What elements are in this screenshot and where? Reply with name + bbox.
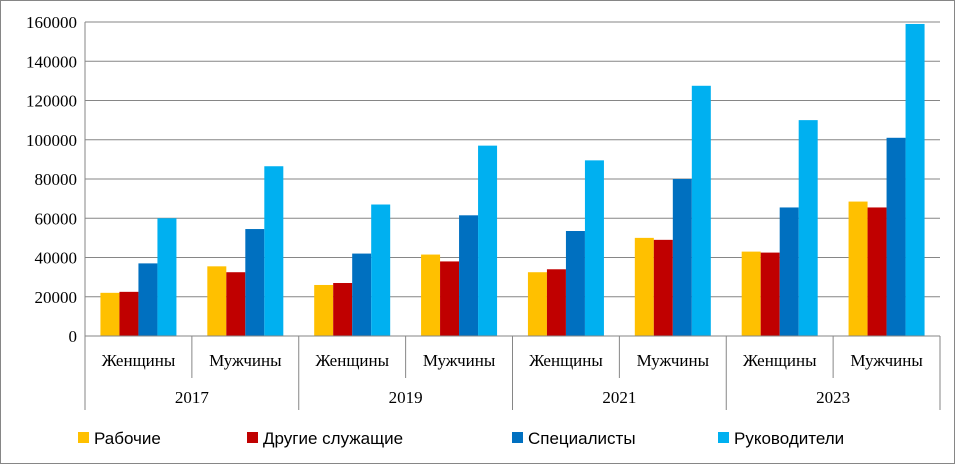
y-tick-label: 80000 xyxy=(35,170,78,189)
y-tick-label: 100000 xyxy=(26,131,77,150)
x-group-label: 2019 xyxy=(389,388,423,407)
y-tick-label: 40000 xyxy=(35,249,78,268)
y-tick-label: 160000 xyxy=(26,13,77,32)
bar xyxy=(779,207,799,336)
bar xyxy=(264,166,284,336)
bar xyxy=(245,229,265,336)
bar xyxy=(584,160,604,336)
bar xyxy=(741,251,761,336)
bar xyxy=(157,218,177,336)
bar xyxy=(421,254,441,336)
x-category-label: Женщины xyxy=(743,351,817,370)
bar xyxy=(634,237,654,336)
legend-label: Специалисты xyxy=(528,429,636,448)
x-category-label: Мужчины xyxy=(850,351,923,370)
bar xyxy=(760,252,780,336)
x-category-label: Мужчины xyxy=(423,351,496,370)
bar xyxy=(867,207,887,336)
legend-swatch xyxy=(718,432,729,443)
y-tick-label: 0 xyxy=(69,327,78,346)
y-tick-label: 140000 xyxy=(26,52,77,71)
x-category-label: Мужчины xyxy=(209,351,282,370)
bar xyxy=(226,272,246,336)
bar xyxy=(207,266,227,336)
y-tick-label: 60000 xyxy=(35,209,78,228)
x-category-label: Женщины xyxy=(102,351,176,370)
x-group-label: 2017 xyxy=(175,388,210,407)
bar xyxy=(905,23,925,337)
bar xyxy=(653,239,673,336)
bar xyxy=(672,179,692,336)
bar xyxy=(886,137,906,336)
legend-label: Руководители xyxy=(734,429,844,448)
bar xyxy=(527,272,547,336)
bar xyxy=(565,231,585,336)
legend-swatch xyxy=(247,432,258,443)
x-category-label: Мужчины xyxy=(637,351,710,370)
bar xyxy=(333,283,353,336)
legend: Рабочие Другие служащие Специалисты Руковод… xyxy=(78,429,844,448)
y-tick-label: 20000 xyxy=(35,288,78,307)
x-category-label: Женщины xyxy=(529,351,603,370)
y-tick-label: 120000 xyxy=(26,92,77,111)
legend-label: Рабочие xyxy=(94,429,161,448)
bar xyxy=(478,145,498,336)
bar xyxy=(119,291,139,336)
bar xyxy=(314,284,334,336)
bar xyxy=(440,261,460,336)
bar xyxy=(371,204,391,336)
bar xyxy=(546,269,566,336)
bar xyxy=(459,215,479,336)
legend-swatch xyxy=(512,432,523,443)
bar xyxy=(138,263,158,336)
x-group-label: 2023 xyxy=(816,388,850,407)
bar xyxy=(100,292,120,336)
legend-label: Другие служащие xyxy=(263,429,403,448)
bar xyxy=(352,253,372,336)
bar xyxy=(798,120,818,336)
x-category-label: Женщины xyxy=(315,351,389,370)
x-group-label: 2021 xyxy=(602,388,636,407)
legend-swatch xyxy=(78,432,89,443)
bar xyxy=(691,85,711,336)
bars xyxy=(100,23,925,337)
bar xyxy=(848,201,868,336)
y-axis: 0 20000 40000 60000 80000 100000 120000 140000 1… xyxy=(26,13,86,346)
